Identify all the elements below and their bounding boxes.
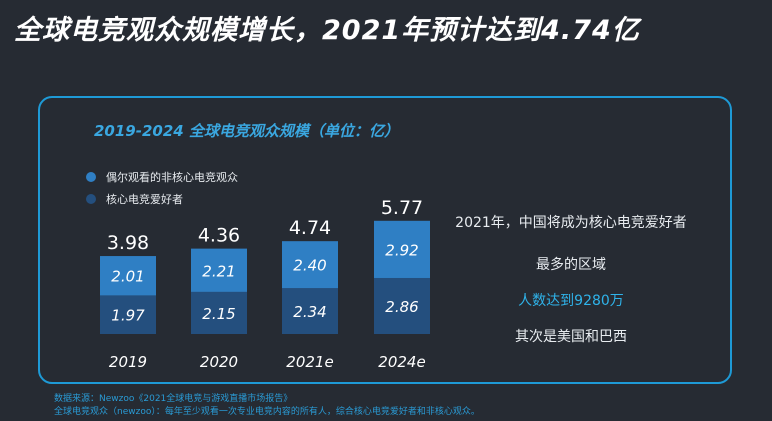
side-text-line2: 最多的区域: [536, 257, 606, 273]
legend-label-casual: 偶尔观看的非核心电竞观众: [106, 171, 238, 184]
side-text-line4: 其次是美国和巴西: [515, 329, 627, 345]
label-casual-2021e: 2.40: [293, 257, 326, 275]
chart-title: 2019-2024 全球电竞观众规模（单位：亿）: [94, 122, 399, 140]
side-text-highlight: 人数达到9280万: [518, 293, 624, 309]
label-core-2019: 1.97: [111, 307, 145, 325]
label-core-2024e: 2.86: [385, 298, 418, 316]
total-label-2019: 3.98: [107, 232, 149, 254]
bar-core-2024e: [374, 277, 430, 334]
chart-panel: [38, 96, 732, 384]
footnote-source: 数据来源：Newzoo《2021全球电竞与游戏直播市场报告》: [54, 394, 293, 404]
bar-casual-2024e: [374, 220, 430, 278]
x-tick-2020: 2020: [200, 353, 238, 371]
side-text-line1: 2021年，中国将成为核心电竞爱好者: [455, 215, 687, 231]
bar-core-2019: [100, 295, 156, 334]
label-casual-2020: 2.21: [202, 262, 235, 280]
total-label-2020: 4.36: [198, 225, 240, 247]
legend-dot-core: [86, 194, 96, 204]
total-label-2021e: 4.74: [289, 217, 331, 239]
legend-item-core: 核心电竞爱好者: [86, 188, 238, 210]
label-core-2021e: 2.34: [293, 303, 326, 321]
legend-dot-casual: [86, 172, 96, 182]
x-tick-2021e: 2021e: [286, 353, 333, 371]
legend-label-core: 核心电竞爱好者: [106, 193, 183, 206]
page-headline: 全球电竞观众规模增长，2021年预计达到4.74亿: [14, 15, 640, 46]
label-casual-2024e: 2.92: [385, 241, 418, 259]
label-core-2020: 2.15: [202, 305, 235, 323]
bar-core-2021e: [282, 288, 338, 334]
bar-casual-2021e: [282, 241, 338, 289]
chart-legend: 偶尔观看的非核心电竞观众 核心电竞爱好者: [86, 166, 238, 210]
label-casual-2019: 2.01: [111, 268, 144, 286]
x-tick-2024e: 2024e: [378, 353, 425, 371]
bar-casual-2020: [191, 248, 247, 292]
total-label-2024e: 5.77: [381, 197, 423, 219]
x-tick-2019: 2019: [109, 353, 147, 371]
bar-casual-2019: [100, 256, 156, 296]
footnote-definition: 全球电竞观众（newzoo）：每年至少观看一次专业电竞内容的所有人，综合核心电竞…: [54, 407, 480, 417]
bar-core-2020: [191, 291, 247, 334]
legend-item-casual: 偶尔观看的非核心电竞观众: [86, 166, 238, 188]
